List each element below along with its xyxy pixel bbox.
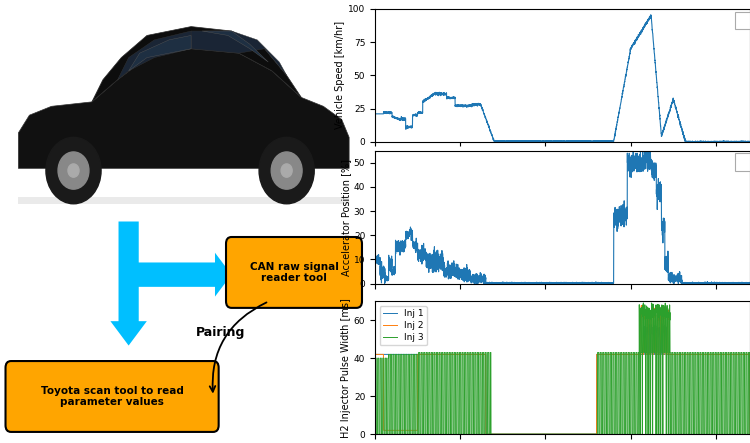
Inj 1 (658, 321, 667, 326)
Inj 3 (370, 356, 380, 361)
Circle shape (259, 137, 314, 204)
Polygon shape (129, 35, 191, 71)
Line: Inj 2: Inj 2 (375, 306, 750, 434)
Line: Inj 3: Inj 3 (375, 303, 750, 434)
FancyBboxPatch shape (735, 12, 750, 29)
Text: Toyota scan tool to read
parameter values: Toyota scan tool to read parameter value… (40, 386, 184, 407)
Legend: Inj 1, Inj 2, Inj 3: Inj 1, Inj 2, Inj 3 (380, 306, 427, 346)
Inj 1 (385, 352, 394, 357)
Line: Inj 1: Inj 1 (375, 324, 750, 434)
Inj 3 (509, 431, 518, 437)
Y-axis label: Accelerator Position [%]: Accelerator Position [%] (341, 159, 351, 276)
Inj 3 (379, 356, 388, 361)
Inj 3 (460, 350, 470, 355)
Inj 1 (460, 352, 470, 357)
Inj 2 (385, 427, 394, 433)
Inj 3 (746, 431, 750, 437)
Inj 2 (509, 431, 518, 437)
Circle shape (68, 164, 79, 177)
Inj 2 (378, 352, 387, 357)
Inj 1 (378, 352, 387, 357)
Inj 1 (482, 431, 490, 437)
Inj 3 (372, 431, 381, 437)
Inj 1 (370, 352, 380, 357)
Inj 2 (460, 352, 470, 357)
FancyArrow shape (110, 222, 147, 346)
Inj 2 (746, 431, 750, 437)
Text: CAN raw signal
reader tool: CAN raw signal reader tool (250, 262, 338, 283)
Y-axis label: Vehicle Speed [km/hr]: Vehicle Speed [km/hr] (335, 21, 345, 129)
Polygon shape (92, 27, 302, 102)
Circle shape (58, 152, 89, 189)
Inj 2 (497, 431, 506, 437)
Inj 3 (448, 431, 458, 437)
Inj 1 (497, 431, 506, 437)
Polygon shape (18, 197, 349, 204)
Inj 1 (448, 352, 458, 357)
Inj 3 (385, 352, 394, 357)
FancyBboxPatch shape (735, 153, 750, 171)
Inj 1 (746, 431, 750, 437)
Inj 3 (639, 300, 648, 306)
Circle shape (272, 152, 302, 189)
Inj 3 (497, 431, 506, 437)
FancyBboxPatch shape (5, 361, 219, 432)
FancyBboxPatch shape (226, 237, 362, 308)
Inj 1 (509, 431, 518, 437)
Inj 2 (482, 431, 490, 437)
Inj 2 (448, 352, 458, 357)
FancyArrow shape (129, 253, 232, 297)
Polygon shape (118, 31, 191, 80)
Polygon shape (202, 31, 268, 62)
Inj 2 (370, 352, 380, 357)
Circle shape (281, 164, 292, 177)
Polygon shape (18, 49, 349, 168)
Y-axis label: H2 Injector Pulse Width [ms]: H2 Injector Pulse Width [ms] (341, 298, 351, 438)
Text: Pairing: Pairing (196, 326, 245, 339)
Inj 2 (637, 303, 646, 308)
Circle shape (46, 137, 101, 204)
Polygon shape (191, 31, 286, 75)
